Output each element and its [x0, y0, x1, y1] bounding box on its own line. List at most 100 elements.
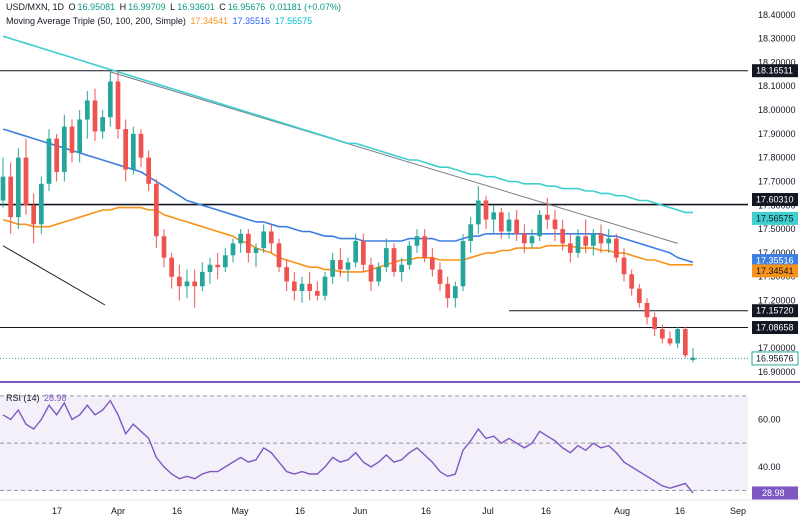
- candle-body: [498, 212, 504, 232]
- candle-body: [207, 264, 213, 272]
- price-label-bg: [752, 321, 798, 335]
- ohlc-header: USD/MXN, 1D O 16.95081 H 16.99709 L 16.9360…: [6, 2, 343, 12]
- price-level-label: 17.08658: [756, 323, 794, 333]
- candle-body: [391, 248, 397, 272]
- candle-body: [92, 100, 98, 132]
- candle-body: [437, 269, 443, 284]
- candle-body: [253, 248, 259, 253]
- candle-body: [0, 176, 6, 201]
- price-level-label: 17.56575: [756, 213, 794, 223]
- candle-body: [307, 283, 313, 291]
- low-label: L: [170, 2, 176, 12]
- candle-body: [552, 219, 558, 230]
- candle-body: [230, 243, 236, 256]
- ma100-line: [2, 128, 694, 264]
- candle-body: [215, 264, 221, 268]
- candle-body: [521, 233, 527, 244]
- rsi-tick-label: 60.00: [758, 415, 781, 425]
- candle-body: [238, 233, 244, 244]
- candle-body: [406, 245, 412, 265]
- time-tick-label: Apr: [111, 506, 125, 516]
- candle-body: [184, 281, 190, 287]
- candle-body: [176, 276, 182, 287]
- candle-body: [506, 219, 512, 232]
- price-label-bg: [752, 211, 798, 225]
- candle-body: [452, 286, 458, 299]
- price-tick-label: 18.00000: [758, 105, 796, 115]
- candle-body: [107, 81, 113, 118]
- candle-body: [567, 243, 573, 253]
- time-tick-label: Jul: [482, 506, 494, 516]
- time-tick-label: Sep: [730, 506, 746, 516]
- candle-body: [123, 129, 129, 170]
- candle-body: [284, 267, 290, 282]
- price-tick-label: 17.70000: [758, 176, 796, 186]
- trendline: [2, 245, 106, 306]
- candle-body: [77, 119, 83, 153]
- candle-body: [468, 224, 474, 241]
- candle-body: [360, 240, 366, 265]
- candle-body: [31, 205, 37, 225]
- close-label: C: [219, 2, 226, 12]
- candle-body: [429, 257, 435, 270]
- candle-body: [529, 236, 535, 244]
- price-label-bg: [752, 264, 798, 278]
- price-tick-label: 17.80000: [758, 153, 796, 163]
- open-value: 16.95081: [77, 2, 116, 12]
- candle-body: [46, 138, 52, 184]
- price-tick-label: 18.20000: [758, 57, 796, 67]
- rsi-value: 28.98: [44, 393, 67, 403]
- candle-body: [291, 281, 297, 291]
- candle-body: [659, 329, 665, 339]
- candle-body: [314, 290, 320, 296]
- candle-body: [376, 267, 382, 282]
- candle-body: [514, 219, 520, 234]
- price-label-bg: [751, 351, 799, 366]
- candle-body: [23, 157, 29, 206]
- candle-body: [544, 214, 550, 220]
- candle-body: [598, 233, 604, 244]
- candle-body: [222, 255, 228, 268]
- candle-body: [169, 257, 175, 277]
- ma200-line: [2, 35, 693, 214]
- price-label-bg: [752, 64, 798, 78]
- price-level-label: 17.34541: [756, 266, 794, 276]
- candle-body: [422, 236, 428, 258]
- candle-body: [15, 157, 21, 218]
- candle-body: [399, 264, 405, 272]
- candle-body: [322, 276, 328, 296]
- candle-body: [667, 338, 673, 344]
- candle-body: [115, 81, 121, 130]
- candle-body: [475, 200, 481, 225]
- candle-body: [138, 133, 144, 158]
- symbol-label: USD/MXN, 1D: [6, 2, 65, 12]
- price-label-bg: [752, 304, 798, 318]
- candle-body: [491, 212, 497, 220]
- candle-body: [161, 236, 167, 258]
- price-tick-label: 18.30000: [758, 34, 796, 44]
- candle-body: [330, 260, 336, 277]
- candle-body: [245, 233, 251, 253]
- ma50-value: 17.34541: [190, 16, 228, 26]
- price-level-label: 18.16511: [756, 66, 793, 76]
- time-tick-label: 16: [295, 506, 305, 516]
- candle-body: [345, 262, 351, 270]
- candle-body: [337, 260, 343, 270]
- price-tick-label: 17.40000: [758, 248, 796, 258]
- price-tick-label: 18.10000: [758, 81, 796, 91]
- change-value: 0.01181 (+0.07%): [269, 2, 341, 12]
- candle-body: [560, 229, 566, 244]
- candle-body: [261, 231, 267, 249]
- time-tick-label: May: [231, 506, 249, 516]
- time-tick-label: Jun: [353, 506, 368, 516]
- candle-body: [383, 248, 389, 268]
- price-tick-label: 17.00000: [758, 343, 796, 353]
- candle-body: [652, 317, 658, 330]
- candle-body: [8, 176, 14, 218]
- candle-body: [575, 236, 581, 253]
- candle-body: [100, 117, 106, 132]
- rsi-tick-label: 40.00: [758, 462, 781, 472]
- open-label: O: [68, 2, 76, 12]
